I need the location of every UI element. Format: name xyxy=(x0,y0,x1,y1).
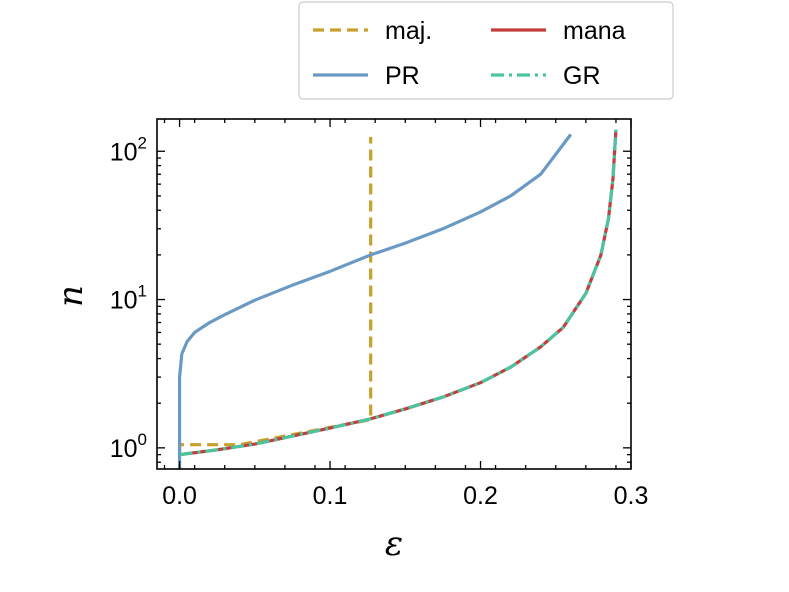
y-axis-label: n xyxy=(51,285,91,307)
y-tick-label: 100 xyxy=(110,430,147,463)
series-line-gr xyxy=(179,129,618,457)
x-tick-label: 0.2 xyxy=(463,482,498,510)
y-tick-label: 102 xyxy=(110,133,147,166)
x-tick-label: 0.1 xyxy=(313,482,348,510)
ticklabel-layer: 0.0 0.1 0.2 0.3 100 101 102 xyxy=(110,133,649,510)
y-tick-label: 101 xyxy=(110,282,147,315)
series-layer xyxy=(177,129,618,469)
legend-label: GR xyxy=(563,62,601,90)
series-line-mana xyxy=(179,129,618,457)
plot-frame xyxy=(156,118,632,470)
tick-layer xyxy=(157,119,632,469)
legend-box xyxy=(298,1,674,100)
legend-label: PR xyxy=(385,62,420,90)
x-tick-label: 0.3 xyxy=(614,482,649,510)
x-tick-label: 0.0 xyxy=(162,482,197,510)
series-line-pr xyxy=(177,133,573,469)
series-line-maj xyxy=(177,136,373,452)
legend: maj. PR mana GR xyxy=(298,1,674,100)
legend-label: mana xyxy=(563,17,626,45)
legend-items: maj. PR mana GR xyxy=(313,17,626,90)
legend-label: maj. xyxy=(385,17,432,45)
x-axis-label: ε xyxy=(385,524,403,564)
